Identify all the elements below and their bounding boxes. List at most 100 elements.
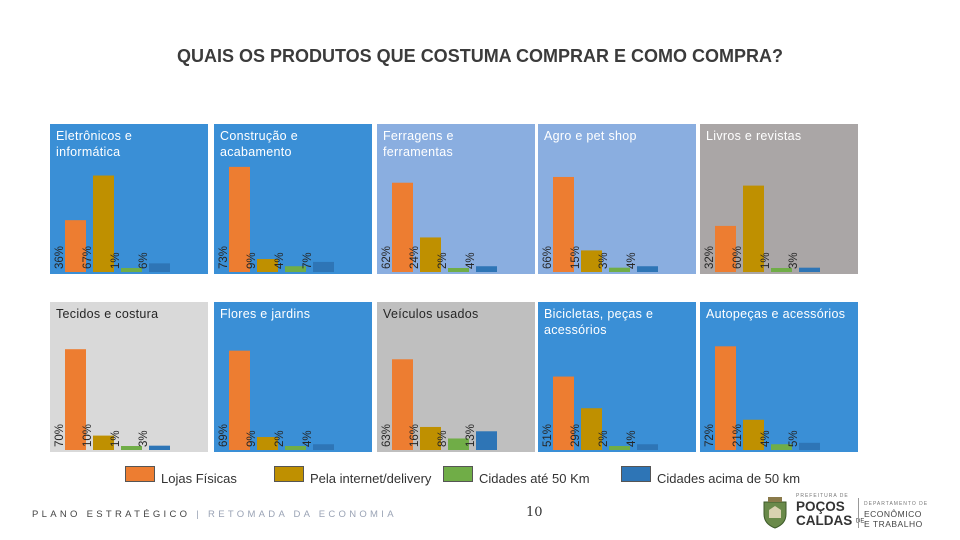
bar-lojas	[229, 350, 250, 450]
bar-chart: 66% 15% 3% 4%	[542, 176, 658, 272]
chart-title: Ferragens e ferramentas	[383, 129, 454, 159]
data-label: 4%	[760, 430, 772, 447]
data-label: 15%	[570, 246, 582, 269]
data-label: 3%	[138, 430, 150, 447]
bar-cidadesAcima	[313, 444, 334, 450]
chart-panel: 73% 9% 4% 7% Construção e acabamento	[214, 124, 372, 274]
chart-title: Autopeças e acessórios	[706, 307, 846, 321]
logo-prefeitura: PREFEITURA DE	[796, 493, 849, 499]
legend-swatch-internet	[274, 466, 304, 482]
legend-label-cidades-acima: Cidades acima de 50 km	[657, 471, 801, 486]
bar-cidades50	[285, 266, 306, 272]
bar-cidadesAcima	[476, 431, 497, 450]
data-label: 7%	[302, 252, 314, 269]
bar-internet	[581, 250, 602, 272]
bar-cidadesAcima	[637, 266, 658, 272]
data-label: 9%	[246, 430, 258, 447]
chart-title: Eletrônicos e informática	[56, 129, 133, 159]
data-label: 4%	[274, 252, 286, 269]
bar-cidades50	[609, 446, 630, 450]
bar-cidadesAcima	[313, 261, 334, 272]
data-label: 2%	[274, 430, 286, 447]
data-label: 3%	[598, 252, 610, 269]
bar-cidadesAcima	[149, 445, 170, 450]
data-label: 67%	[82, 246, 94, 269]
bar-internet	[93, 175, 114, 272]
legend-swatch-cidades-acima	[621, 466, 651, 482]
bar-chart: 51% 29% 2% 4%	[542, 376, 658, 450]
logo-dept-top: DEPARTAMENTO DE	[864, 501, 929, 507]
logo-department: DEPARTAMENTO DE ECONÔMICO E TRABALHO	[864, 497, 928, 529]
chart-panel: 70% 10% 1% 3% Tecidos e costura	[50, 302, 208, 452]
bar-cidades50	[448, 438, 469, 450]
bar-internet	[420, 426, 441, 450]
bar-chart: 69% 9% 2% 4%	[218, 350, 334, 450]
bar-internet	[257, 437, 278, 450]
logo-name-2: CALDAS	[796, 513, 853, 528]
bar-cidades50	[121, 268, 142, 272]
logo-de: DE	[856, 518, 865, 525]
logo-divider	[858, 498, 859, 528]
bar-chart: 36% 67% 1% 6%	[54, 175, 170, 272]
data-label: 62%	[381, 246, 393, 269]
bar-cidades50	[771, 268, 792, 272]
footer: PLANO ESTRATÉGICO | RETOMADA DA ECONOMIA	[32, 509, 397, 520]
bar-internet	[581, 408, 602, 450]
chart-title: Tecidos e costura	[56, 307, 159, 321]
bar-cidadesAcima	[149, 263, 170, 272]
legend-label-lojas: Lojas Físicas	[161, 471, 237, 486]
bar-cidadesAcima	[476, 266, 497, 272]
data-label: 1%	[760, 252, 772, 269]
bar-cidades50	[285, 446, 306, 450]
chart-title: Construção e acabamento	[220, 129, 298, 159]
data-label: 69%	[218, 424, 230, 447]
bar-cidadesAcima	[799, 442, 820, 450]
bar-lojas	[392, 182, 413, 272]
data-label: 8%	[437, 430, 449, 447]
chart-panel: 32% 60% 1% 3% Livros e revistas	[700, 124, 858, 274]
data-label: 3%	[788, 252, 800, 269]
data-label: 16%	[409, 424, 421, 447]
bar-cidades50	[121, 446, 142, 450]
data-label: 9%	[246, 252, 258, 269]
bar-lojas	[553, 176, 574, 272]
legend-swatch-cidades50	[443, 466, 473, 482]
data-label: 4%	[465, 252, 477, 269]
data-label: 29%	[570, 424, 582, 447]
chart-panel: 69% 9% 2% 4% Flores e jardins	[214, 302, 372, 452]
legend-swatch-lojas	[125, 466, 155, 482]
data-label: 36%	[54, 246, 66, 269]
bar-lojas	[392, 359, 413, 450]
bar-lojas	[229, 166, 250, 272]
chart-panel: 36% 67% 1% 6% Eletrônicos e informática	[50, 124, 208, 274]
chart-panel: 66% 15% 3% 4% Agro e pet shop	[538, 124, 696, 274]
legend-label-cidades50: Cidades até 50 Km	[479, 471, 590, 486]
bar-internet	[743, 185, 764, 272]
chart-title: Flores e jardins	[220, 307, 311, 321]
logo-dept-1: ECONÔMICO	[864, 509, 922, 519]
bar-chart: 63% 16% 8% 13%	[381, 359, 497, 450]
chart-panel: 72% 21% 4% 5% Autopeças e acessórios	[700, 302, 858, 452]
bar-chart: 32% 60% 1% 3%	[704, 185, 820, 272]
data-label: 4%	[302, 430, 314, 447]
chart-panel: 63% 16% 8% 13% Veículos usados	[377, 302, 535, 452]
data-label: 70%	[54, 424, 66, 447]
logo-name-1: POÇOS	[796, 499, 845, 514]
bar-lojas	[715, 346, 736, 450]
data-label: 32%	[704, 246, 716, 269]
bar-lojas	[715, 225, 736, 272]
coat-of-arms-icon	[763, 497, 787, 529]
logo-city-name: POÇOS CALDAS DE	[796, 500, 864, 528]
bar-internet	[257, 259, 278, 272]
bar-chart: 72% 21% 4% 5%	[704, 346, 820, 450]
data-label: 24%	[409, 246, 421, 269]
bar-lojas	[65, 220, 86, 272]
data-label: 13%	[465, 424, 477, 447]
data-label: 4%	[626, 252, 638, 269]
data-label: 4%	[626, 430, 638, 447]
bar-cidades50	[448, 268, 469, 272]
data-label: 10%	[82, 424, 94, 447]
footer-sub: RETOMADA DA ECONOMIA	[208, 509, 397, 520]
bar-cidadesAcima	[637, 444, 658, 450]
chart-title: Bicicletas, peças e acessórios	[544, 307, 654, 337]
